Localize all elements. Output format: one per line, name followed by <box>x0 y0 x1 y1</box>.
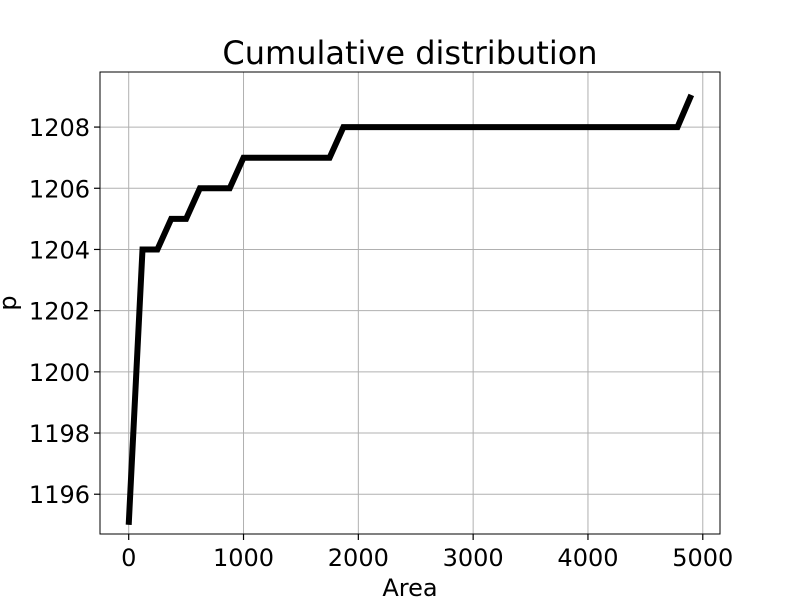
series-layer <box>125 93 695 525</box>
chart-title: Cumulative distribution <box>222 34 597 72</box>
y-tick-label: 1200 <box>29 359 90 387</box>
y-tick-label: 1204 <box>29 236 90 264</box>
y-tick-label: 1206 <box>29 175 90 203</box>
y-tick-label: 1202 <box>29 298 90 326</box>
x-tick-label: 4000 <box>557 544 618 572</box>
series-line-0 <box>125 93 695 525</box>
x-tick-label: 5000 <box>672 544 733 572</box>
y-tick-label: 1196 <box>29 481 90 509</box>
ticks: 0 1000 2000 3000 4000 5000 1196 1198 1200 1202 120… <box>29 114 733 572</box>
x-tick-label: 3000 <box>443 544 504 572</box>
y-axis-label: p <box>0 295 22 310</box>
x-tick-label: 0 <box>121 544 136 572</box>
y-tick-label: 1198 <box>29 420 90 448</box>
y-tick-label: 1208 <box>29 114 90 142</box>
plot-frame <box>99 71 721 535</box>
x-tick-label: 1000 <box>213 544 274 572</box>
x-axis-label: Area <box>382 574 437 600</box>
x-tick-label: 2000 <box>328 544 389 572</box>
